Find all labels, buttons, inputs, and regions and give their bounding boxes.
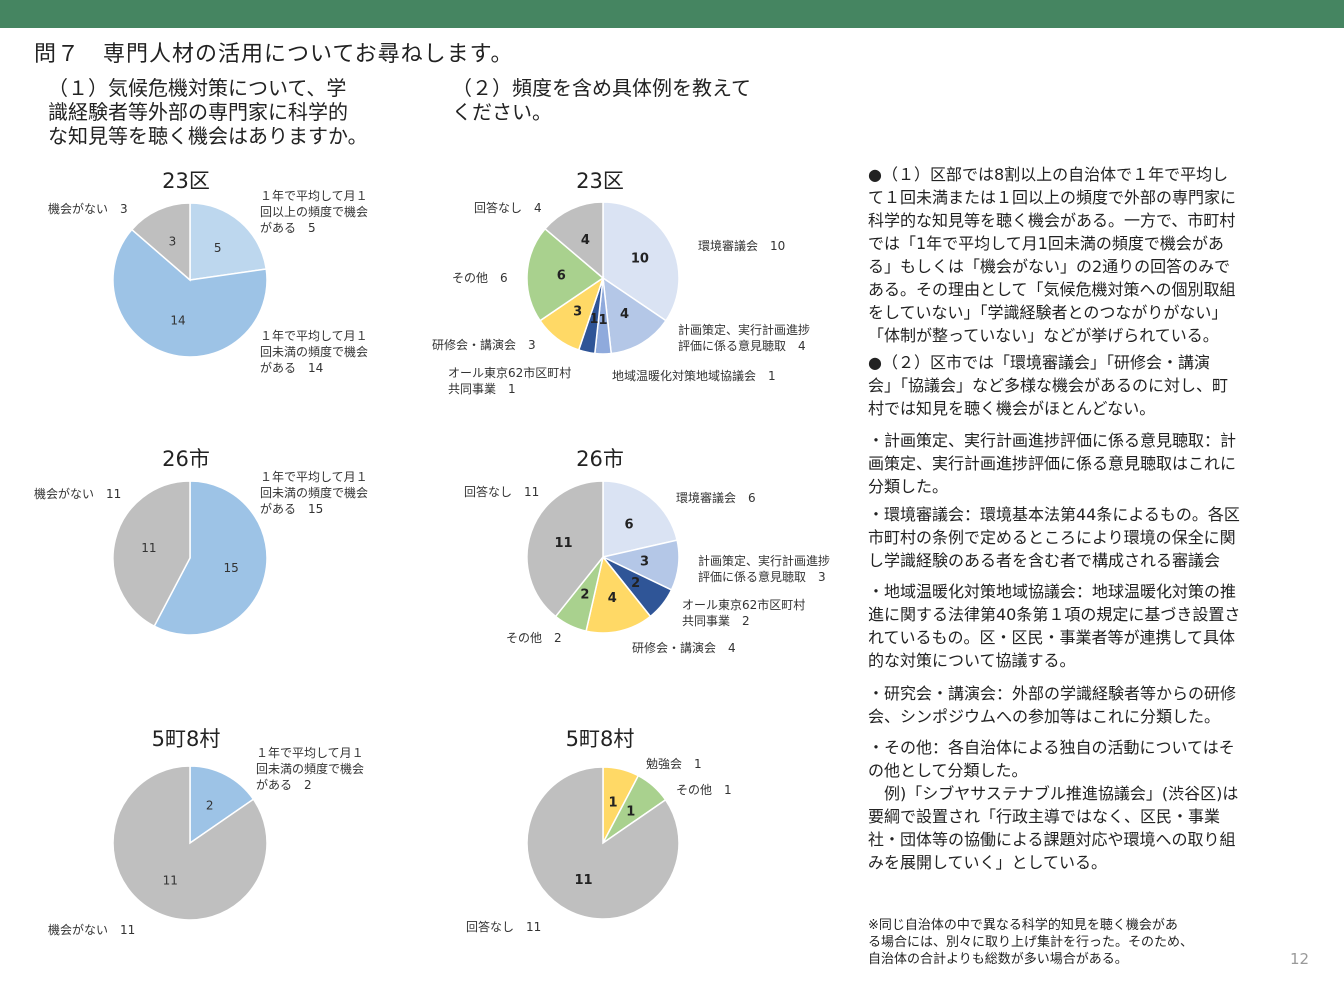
pie-chart-1: 23区 5 １年で平均して月１回以上の頻度で機会がある 5 14 １年で平均して月１回未… <box>48 169 368 375</box>
slice-value-label: 4 <box>608 591 617 606</box>
pie-slice <box>112 480 191 628</box>
header-band <box>0 0 1344 28</box>
slice-category-label: １年で平均して月１回未満の頻度で機会がある 15 <box>260 470 368 516</box>
slice-value-label: 11 <box>163 873 178 887</box>
slice-value-label: 14 <box>170 314 185 328</box>
pie-chart-3: 5町8村 2 １年で平均して月１回未満の頻度で機会がある 2 11 機会がない 11 <box>48 727 364 937</box>
slice-category-label: 回答なし 11 <box>464 484 539 499</box>
slice-category-label: 機会がない 11 <box>48 922 135 937</box>
pie-slice <box>585 555 652 634</box>
summary-paragraph-1: ●（１）区部では8割以上の自治体で１年で平均し て１回未満または１回以上の頻度で… <box>868 165 1237 345</box>
slice-category-label: 勉強会 1 <box>646 757 702 771</box>
definition-lecture: ・研究会・講演会：外部の学識経験者等からの研修 会、シンポジウムへの参加等はこれ… <box>868 684 1237 726</box>
slice-category-label: オール東京62市区町村共同事業 2 <box>682 597 805 628</box>
slice-category-label: 計画策定、実行計画進捗評価に係る意見聴取 4 <box>678 322 810 353</box>
definition-environment-council: ・環境審議会：環境基本法第44条によるもの。各区 市町村の条例で定めるところによ… <box>868 505 1240 570</box>
slice-value-label: 6 <box>625 517 634 532</box>
slice-value-label: 1 <box>626 805 635 820</box>
summary-paragraph-2: ●（２）区市では「環境審議会」「研修会・講演 会」「協議会」など多様な機会がある… <box>868 353 1229 418</box>
definition-regional-council: ・地域温暖化対策地域協議会：地球温暖化対策の推 進に関する法律第40条第１項の規… <box>868 582 1241 670</box>
slice-category-label: その他 2 <box>506 631 562 645</box>
slice-value-label: 3 <box>640 555 649 570</box>
slice-category-label: 機会がない 3 <box>48 201 128 216</box>
pie-title: 26市 <box>576 447 624 471</box>
slice-category-label: 研修会・講演会 4 <box>632 640 736 655</box>
pie-slice <box>130 202 191 282</box>
slice-value-label: 11 <box>141 541 156 555</box>
slice-value-label: 11 <box>554 536 572 551</box>
slice-category-label: １年で平均して月１回以上の頻度で機会がある 5 <box>260 189 368 235</box>
slice-value-label: 1 <box>598 313 607 328</box>
pie-slice <box>602 276 667 355</box>
slice-category-label: 環境審議会 10 <box>698 238 785 253</box>
slice-value-label: 4 <box>581 233 590 248</box>
pie-slice <box>602 201 680 322</box>
slice-value-label: 2 <box>206 799 214 813</box>
definition-other: ・その他：各自治体による独自の活動についてはそ の他として分類した。 例)「シブ… <box>868 738 1239 872</box>
slice-category-label: 研修会・講演会 3 <box>432 337 536 352</box>
pie-chart-4: 23区 10 環境審議会 10 4 計画策定、実行計画進捗評価に係る意見聴取 4 1 地域温… <box>432 169 810 396</box>
slice-value-label: 11 <box>575 873 593 888</box>
pie-title: 23区 <box>576 169 624 193</box>
slice-value-label: 2 <box>580 588 589 603</box>
slice-value-label: 1 <box>608 795 617 810</box>
slice-category-label: その他 6 <box>452 271 508 285</box>
pie-chart-6: 5町8村 1 勉強会 1 1 その他 1 11 回答なし 11 <box>466 727 732 934</box>
pie-slice <box>602 480 678 558</box>
subheading-q1: （１）気候危機対策について、学 識経験者等外部の専門家に科学的 な知見等を聴く機… <box>48 76 368 148</box>
slice-category-label: 地域温暖化対策地域協議会 1 <box>612 368 776 383</box>
slice-value-label: 3 <box>169 234 177 248</box>
slice-category-label: １年で平均して月１回未満の頻度で機会がある 2 <box>256 746 364 792</box>
pie-slice <box>526 766 680 920</box>
slice-value-label: 10 <box>631 251 649 266</box>
slice-value-label: 3 <box>573 304 582 319</box>
page-title: 問７ 専門人材の活用についてお尋ねします。 <box>34 42 514 67</box>
pie-title: 5町8村 <box>566 727 635 751</box>
slice-category-label: １年で平均して月１回未満の頻度で機会がある 14 <box>260 329 368 375</box>
page-number: 12 <box>1290 950 1310 968</box>
pie-title: 26市 <box>162 447 210 471</box>
slice-category-label: 回答なし 4 <box>474 200 542 215</box>
slice-category-label: オール東京62市区町村共同事業 1 <box>448 365 571 396</box>
footnote: ※同じ自治体の中で異なる科学的知見を聴く機会があ る場合には、別々に取り上げ集計… <box>868 918 1194 967</box>
slice-value-label: 2 <box>631 576 640 591</box>
slice-value-label: 4 <box>620 307 629 322</box>
slice-category-label: 計画策定、実行計画進捗評価に係る意見聴取 3 <box>698 553 830 584</box>
subheading-q2: （２）頻度を含め具体例を教えて ください。 <box>452 76 751 124</box>
slice-category-label: 環境審議会 6 <box>676 490 756 505</box>
slice-category-label: 機会がない 11 <box>34 486 121 501</box>
slice-category-label: 回答なし 11 <box>466 919 541 934</box>
slice-category-label: その他 1 <box>676 783 732 797</box>
pie-chart-2: 26市 15 １年で平均して月１回未満の頻度で機会がある 15 11 機会がない 11 <box>34 447 368 636</box>
pie-slice <box>526 480 604 618</box>
pie-slice <box>189 765 255 845</box>
pie-slice <box>189 202 268 281</box>
pie-slice <box>526 227 605 322</box>
definition-plan-review: ・計画策定、実行計画進捗評価に係る意見聴取：計 画策定、実行計画進捗評価に係る意… <box>868 431 1237 496</box>
pie-slice <box>112 228 268 358</box>
pie-slice <box>153 480 268 636</box>
pie-chart-5: 26市 6 環境審議会 6 3 計画策定、実行計画進捗評価に係る意見聴取 3 2 オール東京… <box>464 447 830 655</box>
slice-value-label: 15 <box>223 561 238 575</box>
pie-title: 23区 <box>162 169 210 193</box>
slice-value-label: 6 <box>557 269 566 284</box>
slice-value-label: 5 <box>214 241 222 255</box>
pie-slice <box>112 765 268 921</box>
pie-title: 5町8村 <box>152 727 221 751</box>
pie-slice <box>544 201 604 280</box>
slice-value-label: 1 <box>589 312 598 327</box>
